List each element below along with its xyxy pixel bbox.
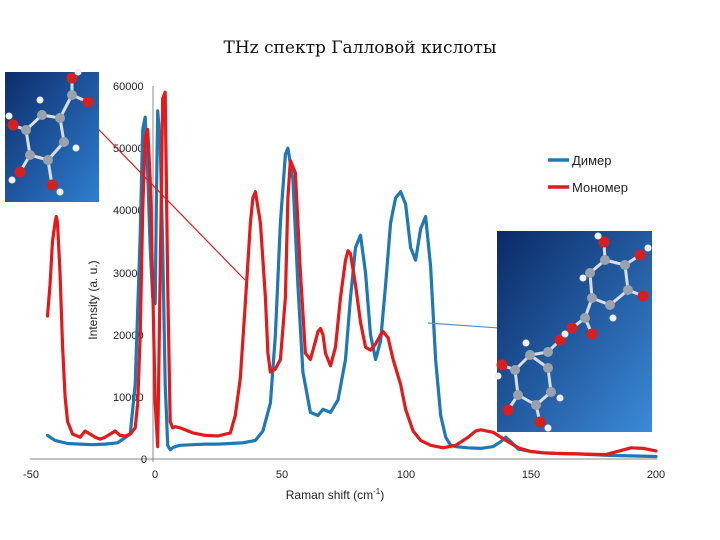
y-tick-label: 60000 — [113, 81, 144, 93]
legend: Димер Мономер — [548, 153, 628, 195]
x-tick-label: 200 — [647, 469, 665, 481]
x-tick-label: 150 — [522, 469, 540, 481]
y-axis-label: Intensity (a. u.) — [86, 260, 100, 339]
legend-label-monomer: Мономер — [572, 180, 628, 195]
pointer-line-red — [71, 101, 246, 281]
tick-labels-group: 0 10000 20000 30000 40000 50000 60000 -5… — [23, 81, 665, 481]
x-axis-label-sup: -1 — [373, 487, 381, 496]
series-group — [45, 90, 658, 459]
y-tick-label: 10000 — [113, 392, 144, 404]
x-axis-label: Raman shift (cm-1) — [286, 487, 384, 502]
x-tick-label: 50 — [276, 469, 288, 481]
molecule-atoms — [494, 232, 652, 432]
x-axis-label-main: Raman shift (cm — [286, 488, 373, 502]
x-tick-label: 100 — [397, 469, 415, 481]
legend-label-dimer: Димер — [572, 153, 611, 168]
molecule-image-dimer — [494, 231, 652, 432]
y-tick-label: 0 — [141, 454, 147, 466]
y-tick-label: 40000 — [113, 205, 144, 217]
molecule-atoms — [5, 68, 94, 196]
chart-title: THz спектр Галловой кислоты — [223, 38, 497, 58]
series-line-monomer — [45, 90, 658, 457]
molecule-image-monomer — [5, 68, 99, 202]
x-tick-label: 0 — [152, 469, 158, 481]
x-axis-label-end: ) — [380, 488, 384, 502]
x-tick-label: -50 — [23, 469, 39, 481]
y-tick-label: 30000 — [113, 268, 144, 280]
